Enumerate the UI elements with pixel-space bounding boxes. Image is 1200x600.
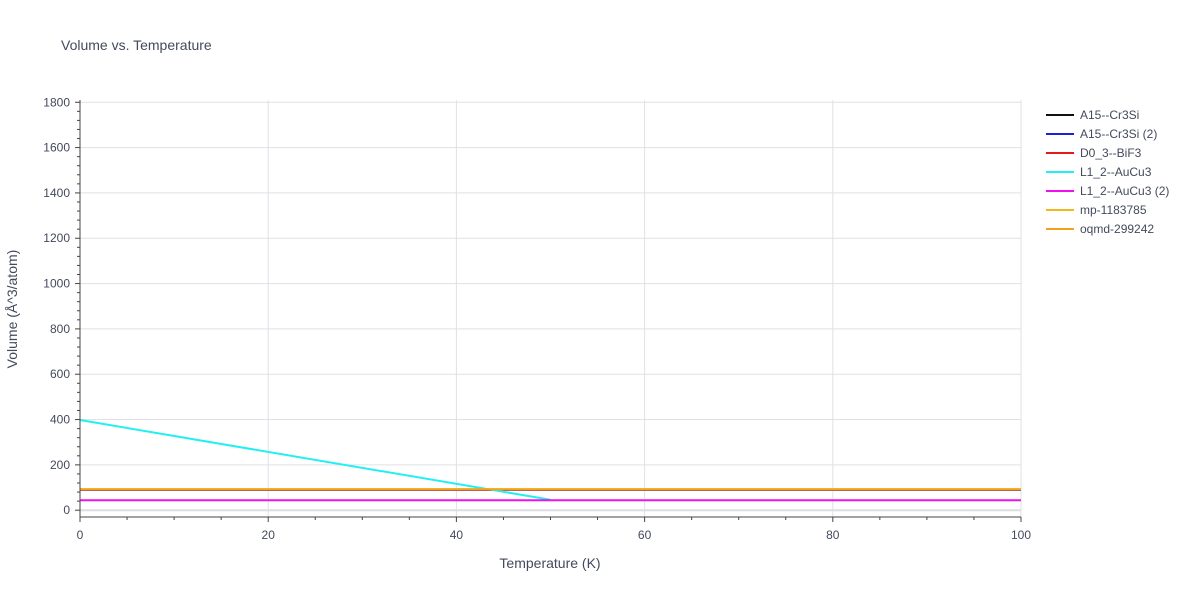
y-tick-label: 200 [50,458,70,472]
y-axis-title: Volume (Å^3/atom) [4,250,20,369]
y-tick-label: 600 [50,367,70,381]
y-tick-label: 1200 [43,231,70,245]
y-tick-label: 1000 [43,277,70,291]
x-tick-label: 0 [77,528,84,542]
legend-label: L1_2--AuCu3 (2) [1080,184,1169,198]
x-axis-title: Temperature (K) [499,555,600,571]
chart-title: Volume vs. Temperature [61,37,212,53]
x-tick-label: 60 [638,528,652,542]
y-tick-label: 800 [50,322,70,336]
y-tick-label: 1800 [43,95,70,109]
axes: 0 20 40 60 80 1000200400600800100012001400160… [43,95,1031,542]
x-tick-label: 40 [450,528,464,542]
legend-label: oqmd-299242 [1080,222,1154,236]
x-tick-label: 80 [826,528,840,542]
y-tick-label: 400 [50,413,70,427]
legend-label: A15--Cr3Si [1080,108,1139,122]
series-line [79,419,551,501]
y-tick-label: 0 [63,503,70,517]
legend-label: mp-1183785 [1080,203,1147,217]
y-tick-label: 1400 [43,186,70,200]
legend: A15--Cr3Si A15--Cr3Si (2) D0_3--BiF3 L1_2--… [1046,108,1169,236]
legend-label: A15--Cr3Si (2) [1080,127,1157,141]
plot-area [79,419,1021,502]
x-tick-label: 20 [262,528,276,542]
y-tick-label: 1600 [43,141,70,155]
legend-label: D0_3--BiF3 [1080,146,1142,160]
x-tick-label: 100 [1011,528,1031,542]
legend-label: L1_2--AuCu3 [1080,165,1152,179]
grid [80,100,1022,517]
